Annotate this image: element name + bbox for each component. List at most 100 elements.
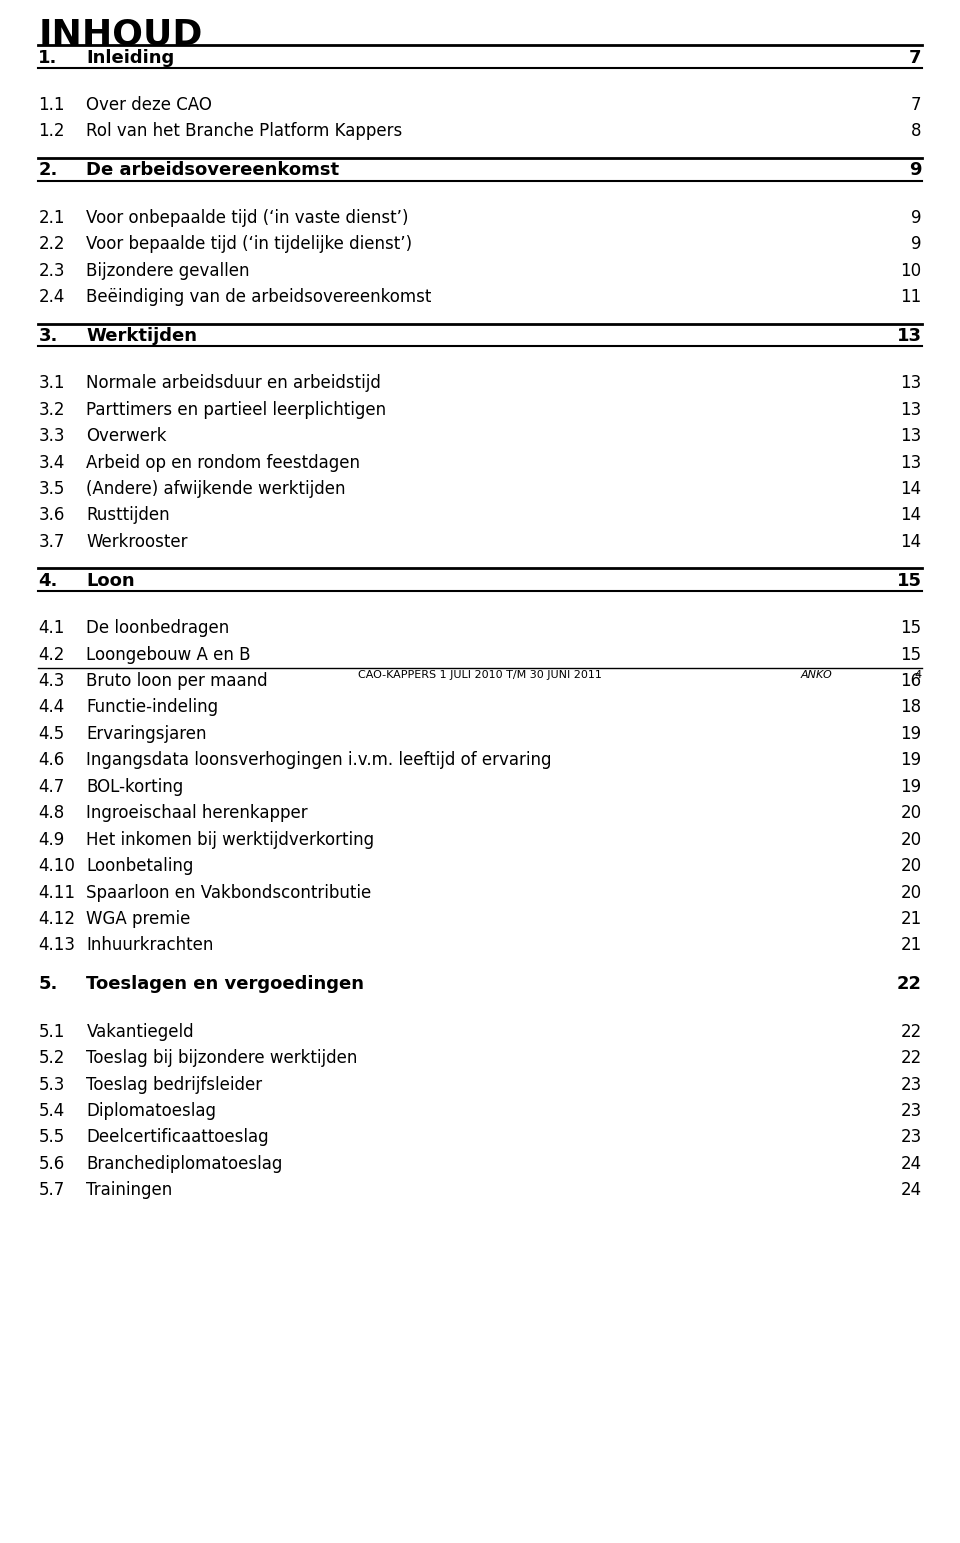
Text: 4.4: 4.4 bbox=[38, 699, 64, 716]
Text: 3.: 3. bbox=[38, 327, 58, 346]
Text: 19: 19 bbox=[900, 725, 922, 742]
Text: 9: 9 bbox=[911, 235, 922, 253]
Text: Rusttijden: Rusttijden bbox=[86, 506, 170, 525]
Text: 4.9: 4.9 bbox=[38, 830, 64, 849]
Text: Trainingen: Trainingen bbox=[86, 1182, 173, 1199]
Text: INHOUD: INHOUD bbox=[38, 17, 203, 51]
Text: 15: 15 bbox=[900, 619, 922, 637]
Text: 24: 24 bbox=[900, 1182, 922, 1199]
Text: 5.3: 5.3 bbox=[38, 1075, 64, 1094]
Text: 4.3: 4.3 bbox=[38, 673, 64, 690]
Text: 5.: 5. bbox=[38, 975, 58, 994]
Text: 19: 19 bbox=[900, 778, 922, 796]
Text: 4.: 4. bbox=[38, 572, 58, 589]
Text: 13: 13 bbox=[900, 427, 922, 446]
Text: 9: 9 bbox=[911, 208, 922, 227]
Text: De loonbedragen: De loonbedragen bbox=[86, 619, 229, 637]
Text: 20: 20 bbox=[900, 856, 922, 875]
Text: 4.6: 4.6 bbox=[38, 751, 64, 770]
Text: De arbeidsovereenkomst: De arbeidsovereenkomst bbox=[86, 162, 340, 179]
Text: 7: 7 bbox=[911, 96, 922, 114]
Text: Inhuurkrachten: Inhuurkrachten bbox=[86, 937, 214, 955]
Text: 5.5: 5.5 bbox=[38, 1128, 64, 1146]
Text: 20: 20 bbox=[900, 830, 922, 849]
Text: Voor bepaalde tijd (‘in tijdelijke dienst’): Voor bepaalde tijd (‘in tijdelijke diens… bbox=[86, 235, 413, 253]
Text: 23: 23 bbox=[900, 1102, 922, 1120]
Text: 22: 22 bbox=[897, 975, 922, 994]
Text: 5.7: 5.7 bbox=[38, 1182, 64, 1199]
Text: 22: 22 bbox=[900, 1049, 922, 1068]
Text: 13: 13 bbox=[900, 375, 922, 392]
Text: Overwerk: Overwerk bbox=[86, 427, 167, 446]
Text: 10: 10 bbox=[900, 262, 922, 279]
Text: 5.2: 5.2 bbox=[38, 1049, 64, 1068]
Text: ANKO: ANKO bbox=[800, 670, 832, 680]
Text: 4: 4 bbox=[915, 670, 922, 680]
Text: Werkrooster: Werkrooster bbox=[86, 532, 188, 551]
Text: 5.4: 5.4 bbox=[38, 1102, 64, 1120]
Text: Vakantiegeld: Vakantiegeld bbox=[86, 1023, 194, 1040]
Text: Loon: Loon bbox=[86, 572, 135, 589]
Text: Functie-indeling: Functie-indeling bbox=[86, 699, 219, 716]
Text: Deelcertificaattoeslag: Deelcertificaattoeslag bbox=[86, 1128, 269, 1146]
Text: (Andere) afwijkende werktijden: (Andere) afwijkende werktijden bbox=[86, 480, 346, 498]
Text: Toeslagen en vergoedingen: Toeslagen en vergoedingen bbox=[86, 975, 365, 994]
Text: 3.4: 3.4 bbox=[38, 454, 64, 472]
Text: Loonbetaling: Loonbetaling bbox=[86, 856, 194, 875]
Text: 14: 14 bbox=[900, 506, 922, 525]
Text: 19: 19 bbox=[900, 751, 922, 770]
Text: 11: 11 bbox=[900, 289, 922, 306]
Text: 14: 14 bbox=[900, 532, 922, 551]
Text: Loongebouw A en B: Loongebouw A en B bbox=[86, 645, 251, 663]
Text: 4.11: 4.11 bbox=[38, 884, 76, 901]
Text: 13: 13 bbox=[897, 327, 922, 346]
Text: 13: 13 bbox=[900, 454, 922, 472]
Text: 18: 18 bbox=[900, 699, 922, 716]
Text: 3.7: 3.7 bbox=[38, 532, 64, 551]
Text: 20: 20 bbox=[900, 884, 922, 901]
Text: 4.7: 4.7 bbox=[38, 778, 64, 796]
Text: Diplomatoeslag: Diplomatoeslag bbox=[86, 1102, 216, 1120]
Text: Werktijden: Werktijden bbox=[86, 327, 198, 346]
Text: 4.2: 4.2 bbox=[38, 645, 64, 663]
Text: Rol van het Branche Platform Kappers: Rol van het Branche Platform Kappers bbox=[86, 122, 402, 140]
Text: 2.2: 2.2 bbox=[38, 235, 65, 253]
Text: 8: 8 bbox=[911, 122, 922, 140]
Text: Toeslag bedrijfsleider: Toeslag bedrijfsleider bbox=[86, 1075, 262, 1094]
Text: 5.6: 5.6 bbox=[38, 1154, 64, 1173]
Text: 9: 9 bbox=[909, 162, 922, 179]
Text: 14: 14 bbox=[900, 480, 922, 498]
Text: Ervaringsjaren: Ervaringsjaren bbox=[86, 725, 207, 742]
Text: 4.12: 4.12 bbox=[38, 910, 76, 927]
Text: 21: 21 bbox=[900, 910, 922, 927]
Text: 7: 7 bbox=[909, 49, 922, 66]
Text: 2.3: 2.3 bbox=[38, 262, 65, 279]
Text: Inleiding: Inleiding bbox=[86, 49, 175, 66]
Text: 2.1: 2.1 bbox=[38, 208, 65, 227]
Text: 2.4: 2.4 bbox=[38, 289, 64, 306]
Text: 2.: 2. bbox=[38, 162, 58, 179]
Text: 1.1: 1.1 bbox=[38, 96, 65, 114]
Text: 22: 22 bbox=[900, 1023, 922, 1040]
Text: 3.5: 3.5 bbox=[38, 480, 64, 498]
Text: Over deze CAO: Over deze CAO bbox=[86, 96, 212, 114]
Text: Branchediplomatoeslag: Branchediplomatoeslag bbox=[86, 1154, 283, 1173]
Text: Het inkomen bij werktijdverkorting: Het inkomen bij werktijdverkorting bbox=[86, 830, 374, 849]
Text: Bruto loon per maand: Bruto loon per maand bbox=[86, 673, 268, 690]
Text: CAO-KAPPERS 1 JULI 2010 T/M 30 JUNI 2011: CAO-KAPPERS 1 JULI 2010 T/M 30 JUNI 2011 bbox=[358, 670, 602, 680]
Text: Bijzondere gevallen: Bijzondere gevallen bbox=[86, 262, 250, 279]
Text: 13: 13 bbox=[900, 401, 922, 418]
Text: Beëindiging van de arbeidsovereenkomst: Beëindiging van de arbeidsovereenkomst bbox=[86, 289, 432, 306]
Text: 23: 23 bbox=[900, 1075, 922, 1094]
Text: 5.1: 5.1 bbox=[38, 1023, 64, 1040]
Text: 4.10: 4.10 bbox=[38, 856, 75, 875]
Text: 15: 15 bbox=[900, 645, 922, 663]
Text: 20: 20 bbox=[900, 804, 922, 822]
Text: 3.1: 3.1 bbox=[38, 375, 65, 392]
Text: 3.2: 3.2 bbox=[38, 401, 65, 418]
Text: BOL-korting: BOL-korting bbox=[86, 778, 183, 796]
Text: Ingangsdata loonsverhogingen i.v.m. leeftijd of ervaring: Ingangsdata loonsverhogingen i.v.m. leef… bbox=[86, 751, 552, 770]
Text: 4.8: 4.8 bbox=[38, 804, 64, 822]
Text: 3.3: 3.3 bbox=[38, 427, 65, 446]
Text: Arbeid op en rondom feestdagen: Arbeid op en rondom feestdagen bbox=[86, 454, 360, 472]
